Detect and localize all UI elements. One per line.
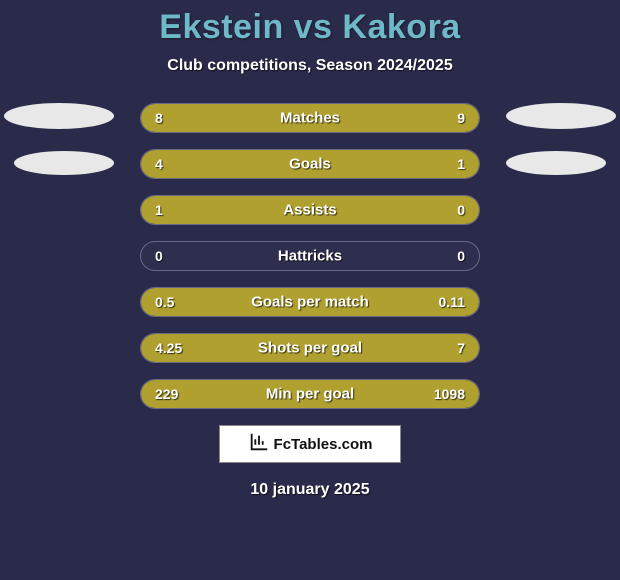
stat-row: 8Matches9 <box>140 103 480 133</box>
stat-row: 0.5Goals per match0.11 <box>140 287 480 317</box>
stats-area: 8Matches94Goals11Assists00Hattricks00.5G… <box>0 103 620 409</box>
stat-value-right: 7 <box>457 340 465 356</box>
stat-row: 1Assists0 <box>140 195 480 225</box>
stat-label: Goals <box>141 156 479 173</box>
stat-label: Goals per match <box>141 294 479 311</box>
fctables-logo: FcTables.com <box>219 425 401 463</box>
stat-value-right: 1 <box>457 156 465 172</box>
comparison-infographic: Ekstein vs Kakora Club competitions, Sea… <box>0 0 620 580</box>
logo-text: FcTables.com <box>274 436 373 453</box>
player-right-placeholder-2 <box>506 151 606 175</box>
stat-value-right: 1098 <box>434 386 465 402</box>
player-right-placeholder-1 <box>506 103 616 129</box>
stat-row: 4.25Shots per goal7 <box>140 333 480 363</box>
subtitle: Club competitions, Season 2024/2025 <box>0 57 620 75</box>
stat-value-right: 9 <box>457 110 465 126</box>
page-title: Ekstein vs Kakora <box>0 8 620 47</box>
stat-row: 4Goals1 <box>140 149 480 179</box>
stat-label: Shots per goal <box>141 340 479 357</box>
stat-bars: 8Matches94Goals11Assists00Hattricks00.5G… <box>140 103 480 409</box>
stat-label: Matches <box>141 110 479 127</box>
stat-row: 0Hattricks0 <box>140 241 480 271</box>
stat-label: Hattricks <box>141 248 479 265</box>
date-label: 10 january 2025 <box>0 481 620 499</box>
stat-value-right: 0 <box>457 202 465 218</box>
stat-row: 229Min per goal1098 <box>140 379 480 409</box>
stat-value-right: 0.11 <box>439 294 465 310</box>
player-left-placeholder-1 <box>4 103 114 129</box>
player-left-placeholder-2 <box>14 151 114 175</box>
stat-label: Min per goal <box>141 386 479 403</box>
stat-label: Assists <box>141 202 479 219</box>
stat-value-right: 0 <box>457 248 465 264</box>
chart-icon <box>248 431 270 458</box>
